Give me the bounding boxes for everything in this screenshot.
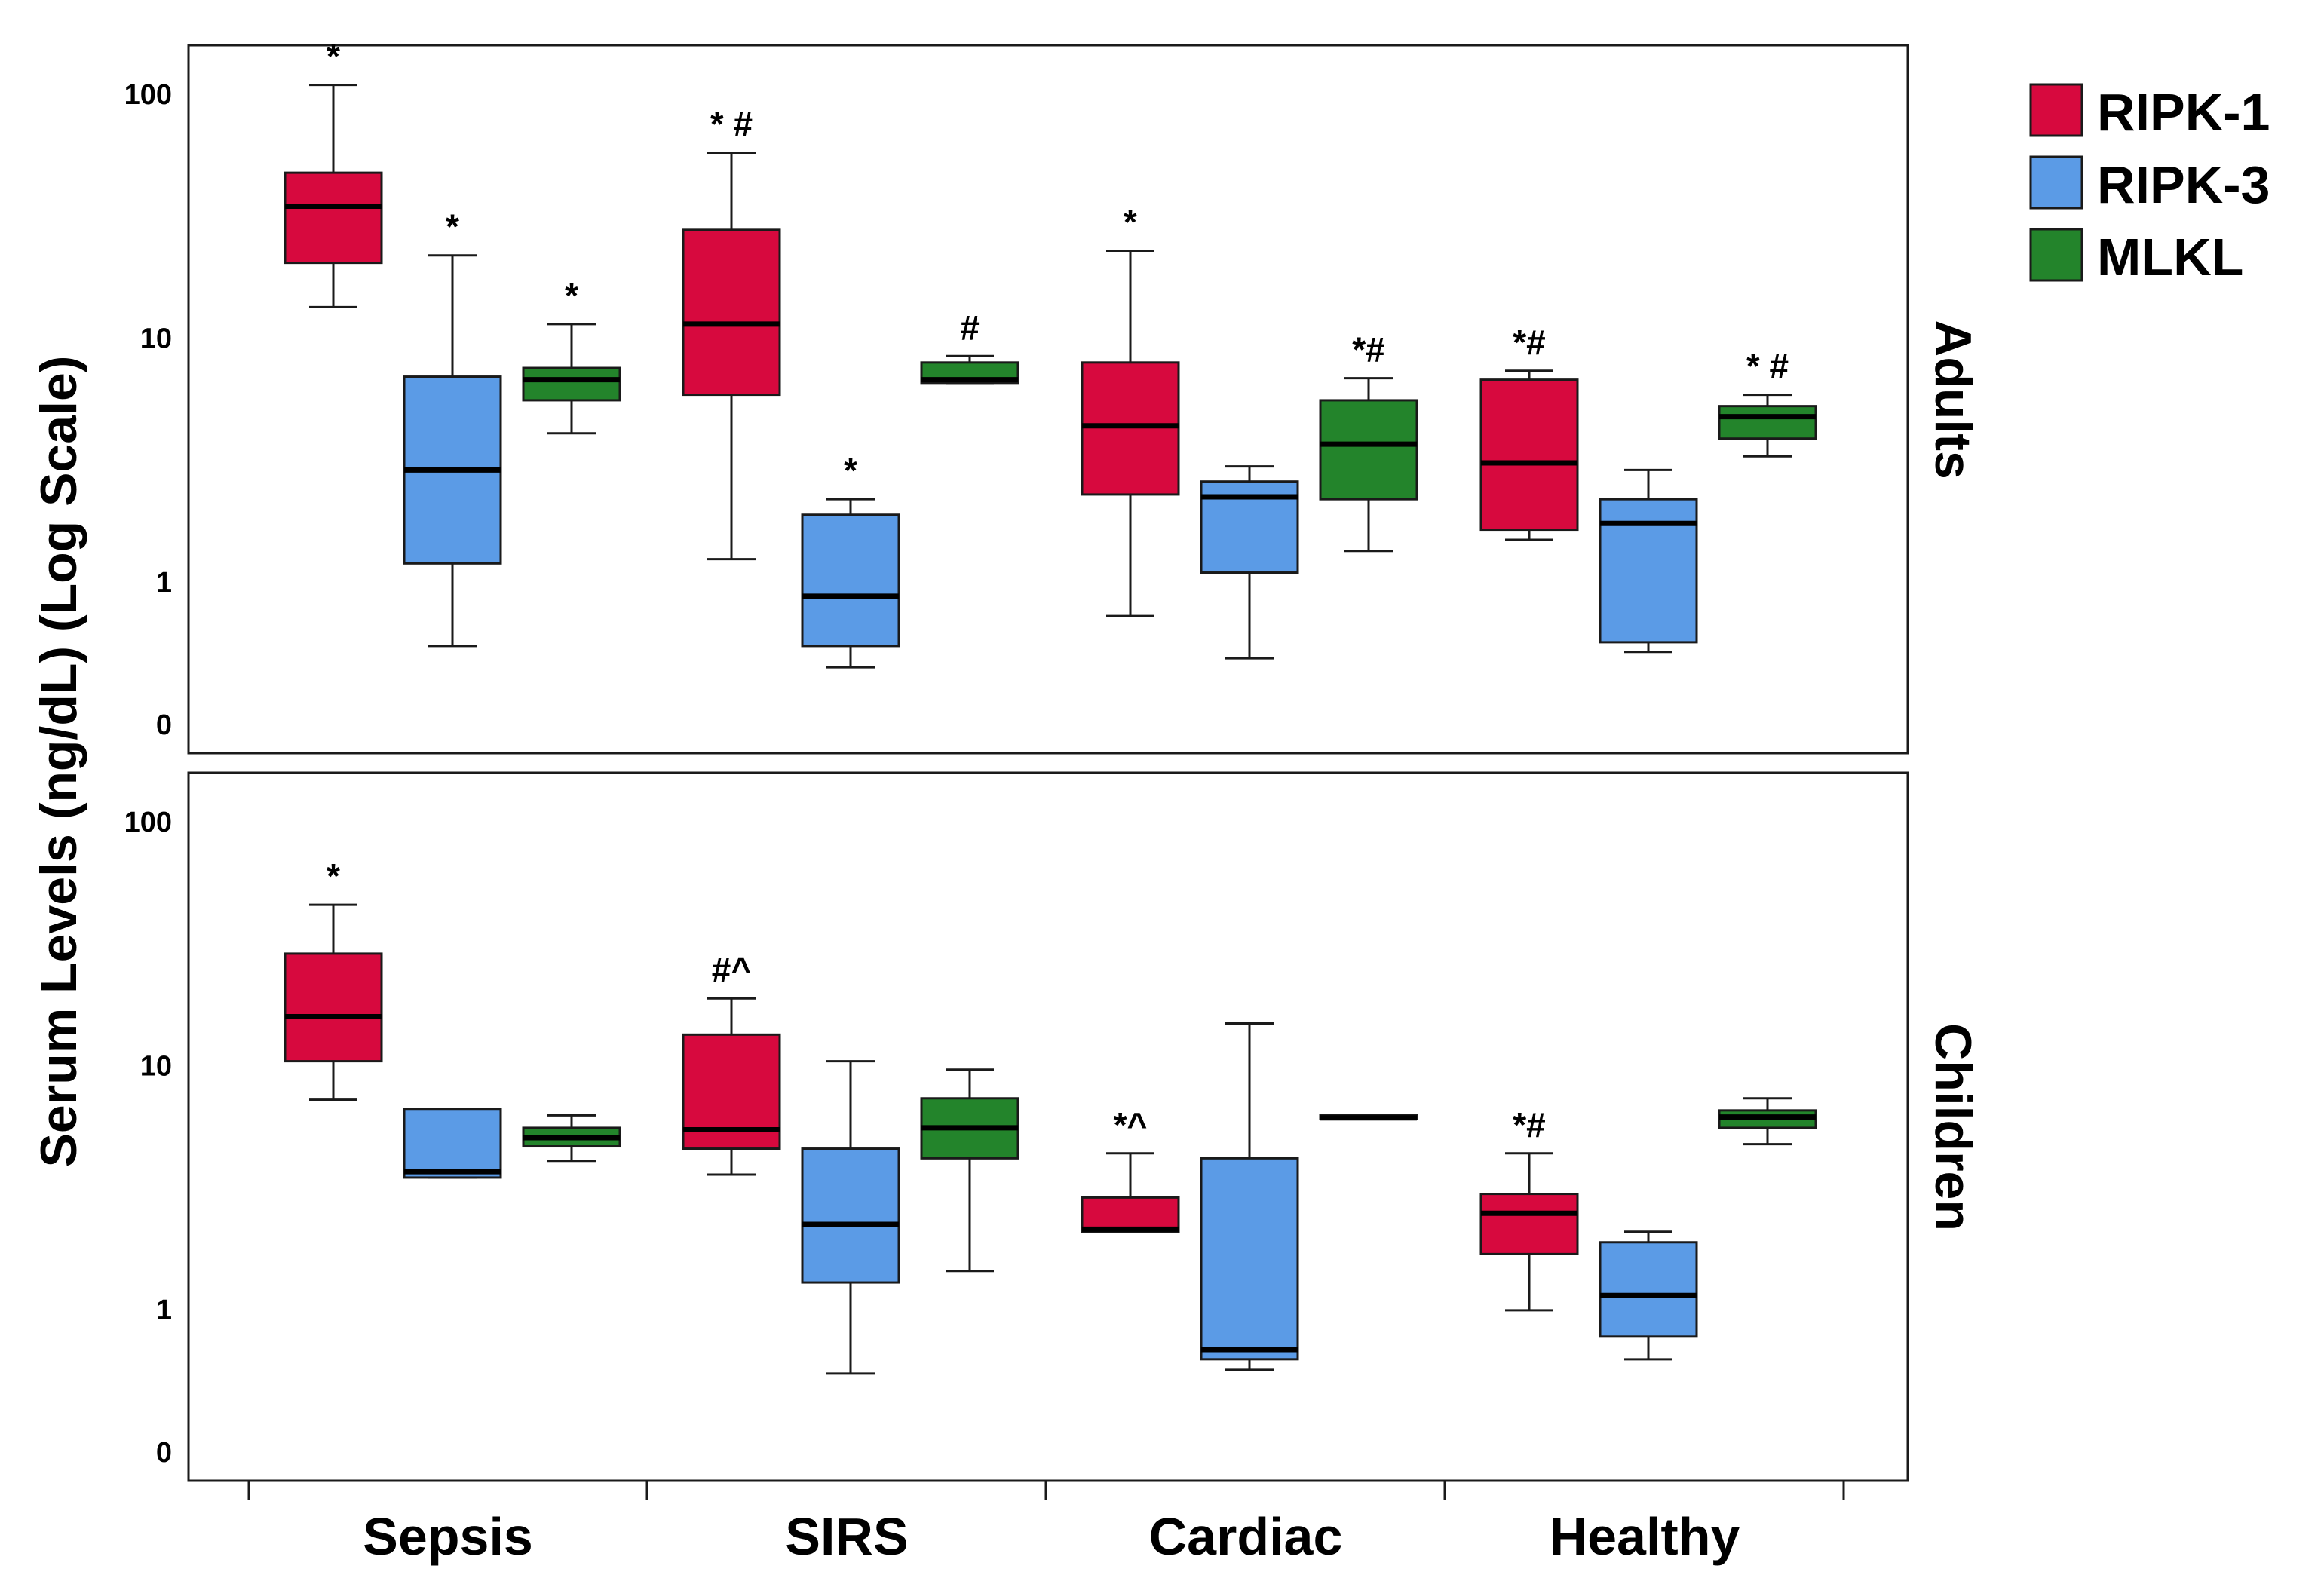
legend: RIPK-1 RIPK-3 MLKL (2029, 83, 2270, 286)
iqr-box (1081, 361, 1180, 496)
box-children-sirs-mlkl (920, 1068, 1019, 1273)
box-children-healthy-mlkl (1718, 1097, 1817, 1146)
y-tick-label: 1 (156, 1294, 172, 1326)
legend-label-mlkl: MLKL (2097, 228, 2243, 286)
box-children-sepsis-ripk1: * (284, 856, 383, 1101)
box-adults-sepsis-ripk3: * (403, 207, 502, 648)
box-adults-healthy-ripk3 (1599, 468, 1698, 654)
box-adults-cardiac-ripk3 (1200, 465, 1299, 660)
box-adults-sirs-mlkl: # (920, 308, 1019, 385)
children-panel: 0 1 10 100 * #^ *^ *# Children (124, 771, 1982, 1482)
y-tick-label: 1 (156, 567, 172, 599)
box-children-sirs-ripk3 (801, 1060, 900, 1375)
significance-annotation: *^ (1114, 1105, 1148, 1144)
iqr-box (284, 171, 383, 265)
x-tick-label-cardiac: Cardiac (1149, 1507, 1343, 1566)
facet-label-children: Children (1924, 1023, 1982, 1231)
iqr-box (284, 952, 383, 1063)
x-tick-label-sirs: SIRS (785, 1507, 908, 1566)
significance-annotation: # (960, 308, 980, 347)
box-children-cardiac-mlkl (1319, 1114, 1418, 1121)
box-adults-sirs-ripk3: * (801, 451, 900, 669)
iqr-box (1081, 1196, 1180, 1233)
x-tick-label-healthy: Healthy (1550, 1507, 1740, 1566)
x-axis: Sepsis SIRS Cardiac Healthy (247, 1479, 1845, 1566)
legend-item-ripk1: RIPK-1 (2029, 83, 2270, 142)
box-adults-cardiac-mlkl: *# (1319, 330, 1418, 553)
iqr-box (1479, 378, 1579, 532)
box-adults-sepsis-mlkl: * (522, 276, 621, 435)
adults-panel-frame (187, 44, 1909, 755)
y-tick-label: 10 (140, 323, 172, 354)
significance-annotation: * (327, 856, 340, 896)
significance-annotation: *# (1352, 330, 1384, 369)
y-tick-label: 100 (124, 79, 172, 111)
facet-label-adults: Adults (1924, 320, 1982, 479)
box-children-sepsis-mlkl (522, 1114, 621, 1163)
x-tick-label-sepsis: Sepsis (363, 1507, 533, 1566)
y-axis-title: Serum Levels (ng/dL) (Log Scale) (30, 356, 87, 1168)
y-tick-label: 10 (140, 1050, 172, 1082)
box-adults-sirs-ripk1: * # (682, 105, 781, 561)
iqr-box (682, 228, 781, 397)
box-adults-cardiac-ripk1: * (1081, 202, 1180, 617)
iqr-box (522, 366, 621, 402)
iqr-box (1319, 399, 1418, 501)
significance-annotation: #^ (712, 950, 751, 989)
iqr-box (403, 1108, 502, 1179)
significance-annotation: * (565, 276, 578, 315)
y-tick-label: 0 (156, 709, 172, 741)
significance-annotation: * # (710, 105, 753, 144)
iqr-box (1479, 1193, 1579, 1255)
significance-annotation: *# (1513, 1105, 1545, 1144)
box-children-sirs-ripk1: #^ (682, 950, 781, 1176)
significance-annotation: * (446, 207, 459, 247)
significance-annotation: * # (1746, 347, 1789, 386)
box-children-cardiac-ripk3 (1200, 1022, 1299, 1371)
y-tick-label: 0 (156, 1437, 172, 1469)
legend-item-mlkl: MLKL (2029, 228, 2243, 286)
box-adults-sepsis-ripk1: * (284, 37, 383, 308)
legend-item-ripk3: RIPK-3 (2029, 155, 2270, 214)
iqr-box (1200, 1157, 1299, 1361)
box-children-healthy-ripk1: *# (1479, 1105, 1579, 1312)
legend-swatch-ripk1 (2029, 83, 2083, 137)
box-children-sepsis-ripk3 (403, 1108, 502, 1179)
iqr-box (1599, 1241, 1698, 1338)
box-adults-healthy-mlkl: * # (1718, 347, 1817, 458)
iqr-box (801, 513, 900, 648)
box-children-cardiac-ripk1: *^ (1081, 1105, 1180, 1233)
box-children-healthy-ripk3 (1599, 1230, 1698, 1361)
y-tick-label: 100 (124, 807, 172, 838)
iqr-box (801, 1147, 900, 1284)
iqr-box (1599, 498, 1698, 644)
significance-annotation: *# (1513, 323, 1545, 362)
legend-swatch-mlkl (2029, 228, 2083, 282)
legend-swatch-ripk3 (2029, 155, 2083, 210)
significance-annotation: * (844, 451, 857, 490)
legend-label-ripk1: RIPK-1 (2097, 83, 2270, 142)
significance-annotation: * (1124, 202, 1137, 241)
iqr-box (1718, 405, 1817, 440)
legend-label-ripk3: RIPK-3 (2097, 155, 2270, 214)
box-adults-healthy-ripk1: *# (1479, 323, 1579, 541)
significance-annotation: * (327, 37, 340, 76)
